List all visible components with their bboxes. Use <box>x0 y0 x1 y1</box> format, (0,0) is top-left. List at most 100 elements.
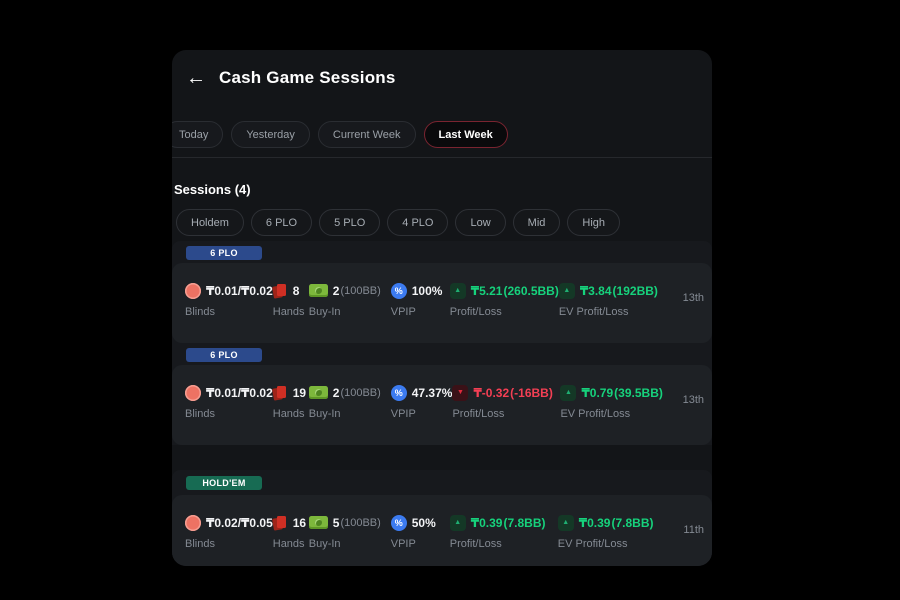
profit-loss-stat: ▼ ₸-0.32 (-16BB) Profit/Loss <box>452 384 560 420</box>
buyin-value: 2 <box>332 385 340 400</box>
playing-cards-icon <box>273 283 288 299</box>
hands-label: Hands <box>272 306 305 318</box>
date-filter-chip[interactable]: Last Week <box>423 121 508 148</box>
session-item: HOLD'EM ₸0.02/₸0.05 Blinds 16 <box>172 470 712 566</box>
vpip-label: VPIP <box>390 408 416 420</box>
session-date: 13th <box>682 394 704 406</box>
game-filter-chips: Holdem 6 PLO 5 PLO 4 PLO Low Mid High <box>176 209 712 236</box>
session-item: 6 PLO ₸0.01/₸0.02 Blinds 8 <box>172 241 712 343</box>
date-filter-tabs: Today Yesterday Current Week Last Week <box>172 121 712 148</box>
cash-icon <box>308 386 328 399</box>
session-date: 11th <box>683 524 704 536</box>
game-filter-chip[interactable]: 4 PLO <box>387 209 449 236</box>
date-filter-chip[interactable]: Today <box>172 121 224 148</box>
ev-direction-icon: ▲ <box>560 384 577 401</box>
profit-loss-value: ₸-0.32 <box>473 385 510 400</box>
poker-chip-icon <box>185 282 201 299</box>
vpip-label: VPIP <box>390 538 416 550</box>
playing-cards-icon <box>273 385 288 401</box>
ev-direction-icon: ▲ <box>557 514 574 531</box>
date-filter-label: Last Week <box>438 128 493 141</box>
buyin-label: Buy-In <box>308 538 341 550</box>
hands-stat: 19 Hands <box>273 384 309 420</box>
profit-loss-label: Profit/Loss <box>449 306 502 318</box>
ev-profit-loss-stat: ▲ ₸0.79 (39.5BB) EV Profit/Loss <box>560 384 678 420</box>
game-filter-chip[interactable]: Mid <box>512 209 561 236</box>
buyin-label: Buy-In <box>308 306 341 318</box>
session-group-13th: 6 PLO ₸0.01/₸0.02 Blinds 8 <box>172 241 712 445</box>
game-filter-chip[interactable]: Holdem <box>176 209 244 236</box>
cash-icon <box>308 516 328 529</box>
divider <box>172 157 712 158</box>
vpip-value: 100% <box>411 283 443 298</box>
poker-chip-icon <box>185 384 201 401</box>
ev-value: ₸0.39 <box>578 515 611 530</box>
blinds-label: Blinds <box>185 408 215 420</box>
cash-game-sessions-panel: ← Cash Game Sessions Today Yesterday Cur… <box>172 50 712 566</box>
sessions-heading: Sessions (4) <box>174 182 251 197</box>
game-filter-label: High <box>582 216 606 229</box>
blinds-value: ₸0.01/₸0.02 <box>206 283 273 298</box>
playing-cards-icon <box>273 515 288 531</box>
game-filter-label: 6 PLO <box>265 216 298 229</box>
buyin-stat: 2 (100BB) Buy-In <box>308 384 391 420</box>
percent-icon: % <box>390 514 407 531</box>
session-group-11th: HOLD'EM ₸0.02/₸0.05 Blinds 16 <box>172 470 712 566</box>
game-filter-chip[interactable]: 5 PLO <box>319 209 381 236</box>
buyin-stat: 5 (100BB) Buy-In <box>308 514 391 550</box>
buyin-stat: 2 (100BB) Buy-In <box>308 282 391 318</box>
game-filter-label: Holdem <box>191 216 229 229</box>
cash-icon <box>308 284 328 297</box>
vpip-label: VPIP <box>390 306 416 318</box>
blinds-stat: ₸0.01/₸0.02 Blinds <box>185 384 273 420</box>
date-filter-label: Today <box>179 128 209 141</box>
ev-bb: (39.5BB) <box>614 385 663 400</box>
game-filter-chip[interactable]: High <box>567 209 621 236</box>
back-button[interactable]: ← <box>186 67 206 89</box>
buyin-value: 2 <box>332 283 340 298</box>
header: ← Cash Game Sessions <box>172 50 712 92</box>
profit-loss-value: ₸5.21 <box>470 283 503 298</box>
ev-value: ₸3.84 <box>579 283 612 298</box>
game-type-badge: HOLD'EM <box>186 476 262 490</box>
percent-icon: % <box>390 282 407 299</box>
ev-bb: (7.8BB) <box>611 515 654 530</box>
blinds-value: ₸0.01/₸0.02 <box>206 385 273 400</box>
ev-label: EV Profit/Loss <box>560 408 631 420</box>
session-item: 6 PLO ₸0.01/₸0.02 Blinds 19 <box>172 343 712 445</box>
profit-direction-icon: ▼ <box>452 384 469 401</box>
date-filter-label: Current Week <box>332 128 401 141</box>
ev-direction-icon: ▲ <box>558 282 575 299</box>
vpip-stat: % 47.37% VPIP <box>390 384 453 420</box>
profit-loss-value: ₸0.39 <box>470 515 503 530</box>
percent-icon: % <box>390 384 407 401</box>
hands-label: Hands <box>272 408 305 420</box>
game-filter-label: 5 PLO <box>334 216 366 229</box>
hands-value: 19 <box>292 385 307 400</box>
profit-direction-icon: ▲ <box>449 514 466 531</box>
blinds-stat: ₸0.02/₸0.05 Blinds <box>185 514 273 550</box>
profit-loss-bb: (260.5BB) <box>503 283 559 298</box>
ev-label: EV Profit/Loss <box>557 538 628 550</box>
blinds-label: Blinds <box>185 538 215 550</box>
game-filter-chip[interactable]: Low <box>455 209 506 236</box>
session-card[interactable]: ₸0.01/₸0.02 Blinds 19 Hands <box>172 365 712 445</box>
profit-loss-label: Profit/Loss <box>449 538 502 550</box>
game-type-badge: 6 PLO <box>186 246 262 260</box>
session-card[interactable]: ₸0.02/₸0.05 Blinds 16 Hands <box>172 495 712 566</box>
vpip-stat: % 50% VPIP <box>390 514 450 550</box>
game-filter-label: Low <box>470 216 491 229</box>
ev-label: EV Profit/Loss <box>558 306 629 318</box>
profit-loss-bb: (-16BB) <box>510 385 553 400</box>
session-date: 13th <box>682 292 704 304</box>
date-filter-chip[interactable]: Yesterday <box>231 121 310 148</box>
hands-stat: 8 Hands <box>273 282 309 318</box>
blinds-label: Blinds <box>185 306 215 318</box>
vpip-stat: % 100% VPIP <box>390 282 450 318</box>
profit-direction-icon: ▲ <box>449 282 466 299</box>
session-card[interactable]: ₸0.01/₸0.02 Blinds 8 Hands <box>172 263 712 343</box>
game-filter-chip[interactable]: 6 PLO <box>250 209 313 236</box>
profit-loss-stat: ▲ ₸0.39 (7.8BB) Profit/Loss <box>449 514 558 550</box>
date-filter-chip[interactable]: Current Week <box>317 121 416 148</box>
vpip-value: 47.37% <box>411 385 453 400</box>
